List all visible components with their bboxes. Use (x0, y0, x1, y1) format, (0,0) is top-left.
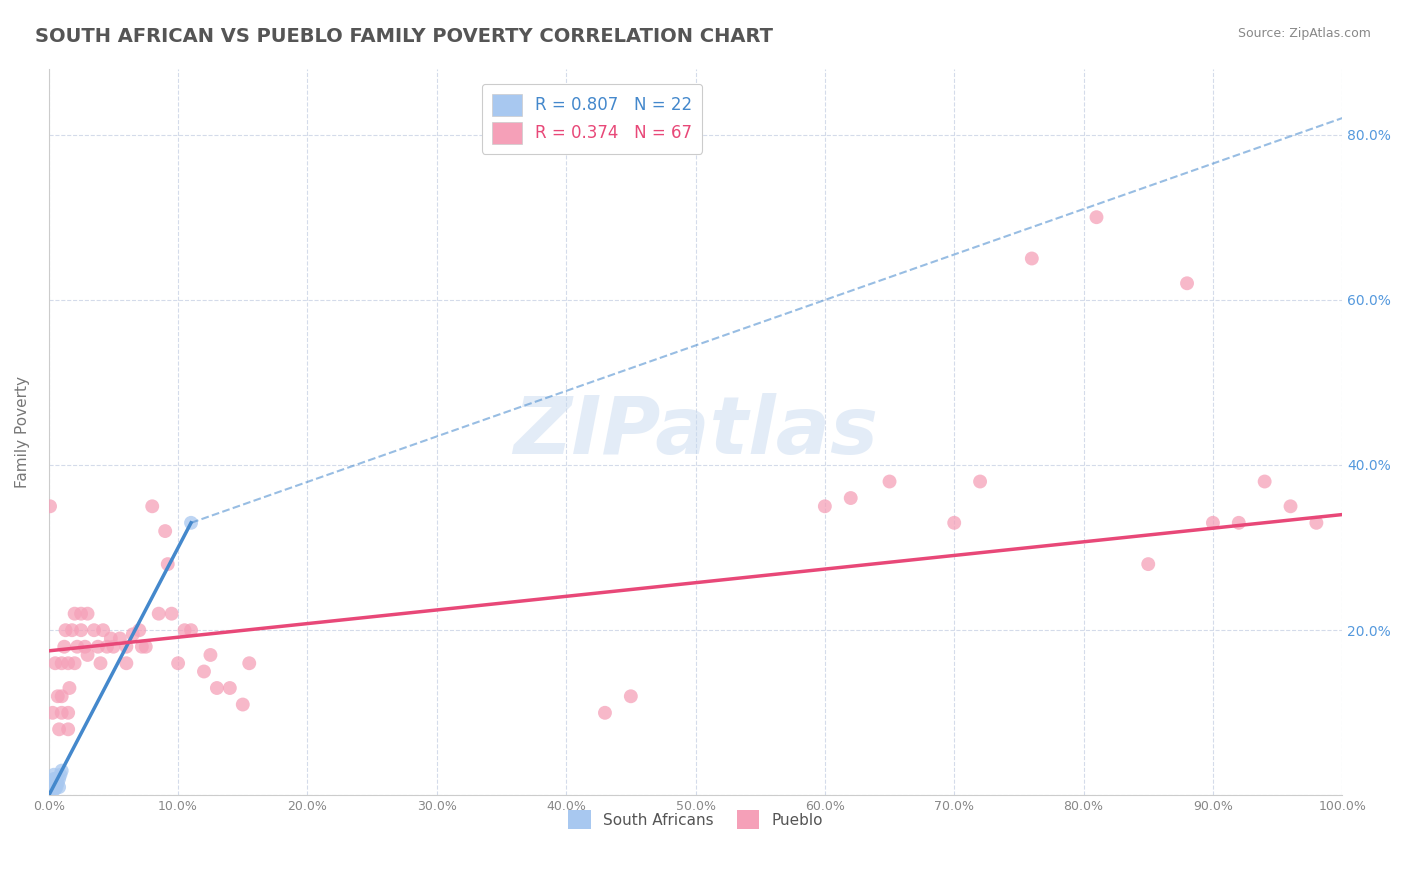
Point (218, 681, 240, 695)
Point (76, 648, 98, 662)
Point (1305, 516, 1327, 530)
Text: ZIPatlas: ZIPatlas (513, 393, 877, 471)
Point (41, 706, 63, 720)
Point (879, 475, 901, 489)
Point (1085, 210, 1108, 224)
Point (39, 784, 62, 798)
Point (969, 475, 991, 489)
Point (1279, 500, 1302, 514)
Point (48, 772, 70, 786)
Point (943, 516, 966, 530)
Point (51, 764, 73, 778)
Point (42, 768, 65, 782)
Point (180, 516, 202, 530)
Point (173, 623, 195, 637)
Point (839, 491, 862, 505)
Point (121, 627, 143, 641)
Point (238, 657, 260, 671)
Point (63, 607, 86, 621)
Point (200, 648, 222, 662)
Point (1021, 252, 1043, 266)
Point (115, 657, 138, 671)
Point (205, 681, 228, 695)
Point (45, 772, 67, 786)
Point (96, 640, 118, 654)
Point (180, 623, 202, 637)
Point (41, 784, 63, 798)
Point (1253, 475, 1275, 489)
Point (148, 607, 170, 621)
Point (53, 640, 76, 654)
Point (167, 657, 190, 671)
Point (44, 776, 66, 790)
Point (46, 776, 69, 790)
Point (153, 524, 176, 538)
Point (156, 557, 179, 571)
Point (45, 780, 67, 794)
Point (128, 623, 150, 637)
Point (83, 623, 105, 637)
Point (814, 500, 837, 514)
Point (593, 706, 616, 720)
Point (89, 657, 111, 671)
Point (56, 723, 79, 737)
Point (1175, 277, 1198, 291)
Point (39, 500, 62, 514)
Point (48, 723, 70, 737)
Point (51, 657, 73, 671)
Point (46, 690, 69, 704)
Point (56, 706, 79, 720)
Point (76, 607, 98, 621)
Point (42, 779, 65, 793)
Point (41, 776, 63, 790)
Y-axis label: Family Poverty: Family Poverty (15, 376, 30, 488)
Point (60, 623, 83, 637)
Point (193, 665, 215, 679)
Point (58, 681, 80, 695)
Point (56, 657, 79, 671)
Point (41, 773, 63, 788)
Point (70, 607, 93, 621)
Point (55, 623, 77, 637)
Point (100, 632, 122, 646)
Point (51, 690, 73, 704)
Point (51, 706, 73, 720)
Point (44, 657, 66, 671)
Point (66, 640, 89, 654)
Point (73, 640, 96, 654)
Point (115, 640, 138, 654)
Point (135, 640, 157, 654)
Legend: South Africans, Pueblo: South Africans, Pueblo (562, 805, 830, 835)
Point (91, 623, 114, 637)
Text: SOUTH AFRICAN VS PUEBLO FAMILY POVERTY CORRELATION CHART: SOUTH AFRICAN VS PUEBLO FAMILY POVERTY C… (35, 27, 773, 45)
Point (1227, 516, 1250, 530)
Point (160, 607, 183, 621)
Point (1137, 557, 1160, 571)
Point (41, 779, 63, 793)
Point (103, 640, 125, 654)
Text: Source: ZipAtlas.com: Source: ZipAtlas.com (1237, 27, 1371, 40)
Point (141, 500, 163, 514)
Point (63, 657, 86, 671)
Point (131, 640, 153, 654)
Point (108, 632, 131, 646)
Point (49, 768, 72, 782)
Point (41, 781, 63, 796)
Point (39, 780, 62, 794)
Point (70, 623, 93, 637)
Point (48, 780, 70, 794)
Point (42, 772, 65, 786)
Point (39, 776, 62, 790)
Point (620, 690, 643, 704)
Point (1202, 516, 1225, 530)
Point (87, 640, 110, 654)
Point (44, 781, 66, 796)
Point (41, 780, 63, 794)
Point (232, 698, 254, 712)
